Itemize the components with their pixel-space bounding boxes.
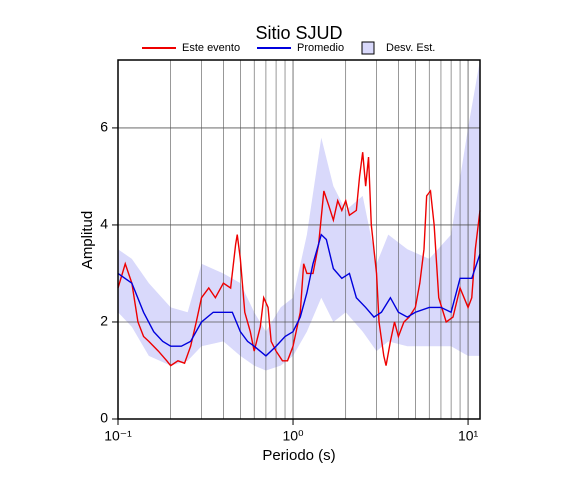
y-tick-label: 0 — [100, 410, 108, 426]
legend-label: Este evento — [182, 42, 240, 54]
legend-label: Promedio — [297, 42, 344, 54]
y-tick-label: 6 — [100, 119, 108, 135]
legend-swatch — [361, 41, 375, 55]
x-axis-label: Periodo (s) — [262, 447, 335, 464]
x-tick-label: 10¹ — [458, 428, 479, 444]
x-tick-label: 10⁻¹ — [104, 428, 132, 444]
y-tick-label: 4 — [100, 216, 108, 232]
x-tick-label: 10⁰ — [282, 428, 304, 444]
series-line — [117, 233, 481, 357]
legend-label: Desv. Est. — [386, 42, 435, 54]
y-tick-label: 2 — [100, 313, 108, 329]
y-axis-label: Amplitud — [79, 211, 96, 269]
plot-frame — [117, 59, 481, 420]
chart-title: Sitio SJUD — [255, 23, 342, 43]
std-band — [118, 60, 480, 371]
